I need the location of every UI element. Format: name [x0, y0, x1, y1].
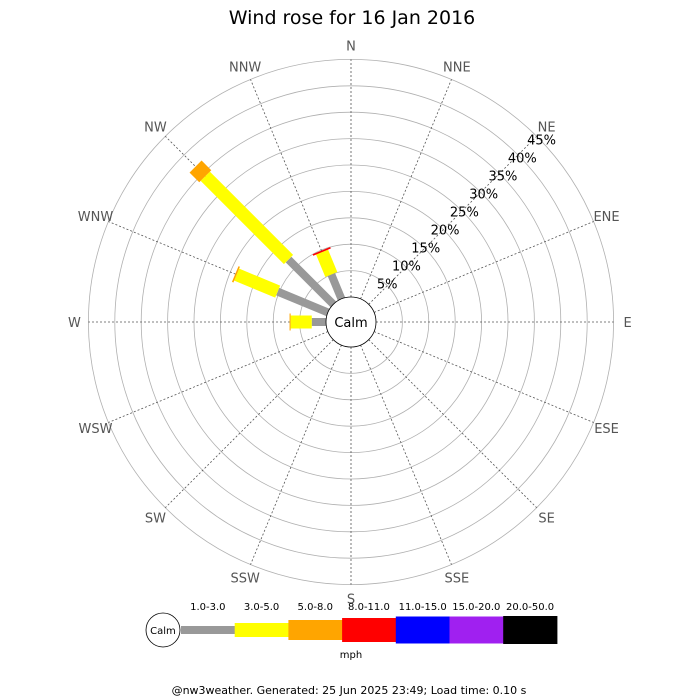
legend-swatch-15.0-20.0: [449, 616, 504, 644]
direction-label-ene: ENE: [593, 210, 619, 225]
legend-calm-circle: [145, 612, 181, 648]
bar-wnw-3.0-5.0: [234, 268, 281, 298]
bar-nnw-8.0-11.0: [312, 246, 331, 256]
legend-bin-label: 1.0-3.0: [190, 602, 225, 613]
spoke-nne: [360, 79, 452, 300]
percent-label: 35%: [489, 169, 518, 184]
wind-bars: [189, 160, 346, 331]
direction-label-n: N: [346, 39, 356, 54]
ring-40: [114, 85, 588, 559]
direction-label-nne: NNE: [443, 60, 471, 75]
percent-label: 10%: [392, 259, 421, 274]
legend-bin-label: 20.0-50.0: [506, 602, 554, 613]
spoke-wsw: [108, 331, 329, 423]
percent-label: 20%: [431, 223, 460, 238]
bar-nnw-1.0-3.0: [327, 272, 346, 301]
bar-nnw-3.0-5.0: [316, 249, 338, 278]
spoke-ene: [373, 221, 594, 313]
percent-label: 15%: [411, 241, 440, 256]
direction-label-e: E: [623, 316, 631, 331]
calm-circle-shape: [325, 296, 377, 348]
speed-legend: Calm 1.0-3.0 3.0-5.0 5.0-8.0 8.0-11.0 11.0-15…: [145, 602, 558, 648]
calm-label: Calm: [334, 316, 367, 331]
spoke-se: [368, 339, 537, 508]
direction-label-se: SE: [538, 512, 554, 527]
spoke-nw: [165, 136, 334, 305]
calm-circle: Calm: [325, 296, 377, 348]
legend-bin-label: 3.0-5.0: [244, 602, 279, 613]
legend-bin-label: 8.0-11.0: [348, 602, 390, 613]
direction-label-ssw: SSW: [230, 572, 260, 587]
spoke-nnw: [250, 79, 342, 300]
bar-wnw-5.0-8.0: [231, 266, 240, 283]
legend-swatch-8.0-11.0: [342, 618, 397, 642]
percent-label: 30%: [469, 187, 498, 202]
spoke-wnw: [108, 221, 329, 313]
spoke-sw: [165, 339, 334, 508]
legend-calm-label: Calm: [150, 626, 176, 637]
spoke-ese: [373, 331, 594, 423]
legend-bin-label: 15.0-20.0: [452, 602, 500, 613]
direction-label-ne: NE: [538, 120, 556, 135]
bar-nw-1.0-3.0: [285, 256, 337, 308]
ring-15: [246, 217, 456, 427]
direction-label-sse: SSE: [444, 572, 469, 587]
direction-label-wsw: WSW: [78, 422, 112, 437]
spoke-ssw: [250, 344, 342, 565]
direction-labels: N NNE NE ENE E ESE SE SSE S SSW SW WSW W WNW NW NNW: [68, 39, 632, 607]
legend-bin-label: 5.0-8.0: [298, 602, 333, 613]
spoke-sse: [360, 344, 452, 565]
legend-swatch-1.0-3.0: [181, 626, 236, 634]
percent-label: 25%: [450, 205, 479, 220]
legend-swatch-20.0-50.0: [503, 616, 558, 644]
spoke-ne: [368, 136, 537, 305]
direction-label-s: S: [347, 593, 355, 608]
legend-swatch-11.0-15.0: [395, 616, 450, 644]
legend-bin-label: 11.0-15.0: [399, 602, 447, 613]
bar-wnw-1.0-3.0: [276, 287, 330, 317]
ring-30: [167, 138, 535, 506]
percent-label: 40%: [508, 151, 537, 166]
direction-label-w: W: [68, 316, 81, 331]
chart-title: Wind rose for 16 Jan 2016: [229, 7, 476, 29]
direction-label-nw: NW: [144, 120, 167, 135]
direction-label-sw: SW: [145, 512, 166, 527]
percent-labels: 5% 10% 15% 20% 25% 30% 35% 40% 45%: [377, 133, 556, 292]
direction-label-ese: ESE: [594, 422, 619, 437]
footer-text: @nw3weather. Generated: 25 Jun 2025 23:4…: [172, 684, 527, 697]
bar-nw-3.0-5.0: [200, 171, 294, 265]
bar-nw-5.0-8.0: [189, 160, 212, 183]
legend-swatch-3.0-5.0: [234, 623, 289, 637]
direction-spokes: [88, 59, 614, 585]
percent-label: 5%: [377, 277, 398, 292]
direction-label-wnw: WNW: [78, 210, 114, 225]
percent-label: 45%: [527, 133, 556, 148]
legend-swatch-5.0-8.0: [288, 620, 343, 640]
direction-label-nnw: NNW: [229, 60, 261, 75]
legend-unit: mph: [340, 650, 362, 661]
